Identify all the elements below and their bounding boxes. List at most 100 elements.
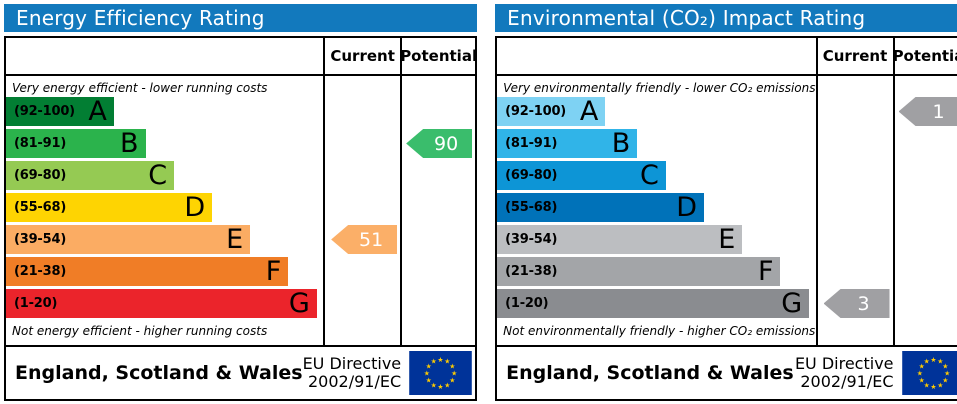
band-letter: B	[611, 128, 631, 159]
band-row: (39-54) E	[497, 225, 815, 254]
band-range-label: (69-80)	[505, 168, 558, 183]
rating-band-g: (1-20) G	[6, 289, 317, 318]
rating-band-a: (92-100) A	[497, 96, 606, 127]
band-letter: E	[226, 224, 244, 255]
band-row: (81-91) B	[6, 129, 323, 158]
rating-band-f: (21-38) F	[6, 256, 289, 287]
band-range-label: (92-100)	[505, 104, 567, 119]
top-caption: Very energy efficient - lower running co…	[12, 81, 268, 95]
region-label: England, Scotland & Wales	[15, 362, 303, 384]
panel-title-energy: Energy Efficiency Rating	[4, 4, 478, 32]
band-letter: G	[288, 288, 310, 319]
svg-text:★: ★	[923, 358, 929, 366]
band-letter: A	[579, 96, 599, 127]
empty-header-cell	[497, 38, 818, 74]
band-row: (1-20) G	[497, 289, 815, 318]
band-letter: B	[120, 128, 139, 159]
rating-band-a: (92-100) A	[6, 97, 114, 126]
band-row: (55-68) D	[6, 193, 323, 222]
svg-text:★: ★	[930, 356, 936, 364]
bottom-caption: Not environmentally friendly - higher CO…	[503, 324, 816, 338]
eu-directive-label: EU Directive 2002/91/EC	[302, 353, 402, 391]
svg-text:★: ★	[937, 381, 943, 389]
band-letter: D	[676, 192, 698, 223]
rating-scale: Very environmentally friendly - lower CO…	[497, 76, 818, 345]
band-row: (21-38) F	[6, 257, 323, 286]
band-range-label: (39-54)	[14, 232, 67, 247]
svg-text:★: ★	[431, 381, 437, 389]
current-column-header: Current	[325, 38, 403, 74]
svg-text:★: ★	[916, 369, 922, 377]
current-rating-arrow: 51	[331, 225, 398, 254]
top-caption: Very environmentally friendly - lower CO…	[503, 81, 816, 95]
potential-rating-arrow: 90	[406, 129, 473, 158]
band-row: (81-91) B	[497, 129, 815, 158]
rating-band-g: (1-20) G	[497, 288, 810, 319]
band-range-label: (1-20)	[505, 296, 549, 311]
svg-text:★: ★	[449, 376, 455, 384]
band-letter: C	[640, 160, 659, 191]
band-row: (92-100) A	[497, 97, 815, 126]
eu-directive-label: EU Directive 2002/91/EC	[794, 353, 894, 391]
empty-header-cell	[6, 38, 326, 74]
rating-band-e: (39-54) E	[6, 224, 251, 255]
rating-band-c: (69-80) C	[497, 161, 666, 190]
potential-column-header: Potential	[400, 47, 478, 65]
chart-body: Very environmentally friendly - lower CO…	[497, 76, 957, 345]
band-letter: D	[184, 192, 206, 223]
column-header-row: Current Potential	[497, 38, 957, 76]
svg-text:★: ★	[930, 383, 936, 391]
svg-text:★: ★	[918, 376, 924, 384]
current-column-header: Current	[818, 38, 895, 74]
band-row: (1-20) G	[6, 289, 323, 318]
band-letter: F	[265, 256, 282, 287]
band-letter: G	[781, 288, 803, 319]
potential-column: 1	[895, 76, 957, 345]
environmental-rating-table: Current Potential Very environmentally f…	[495, 36, 957, 401]
svg-text:★: ★	[942, 363, 948, 371]
band-range-label: (81-91)	[14, 136, 67, 151]
svg-text:★: ★	[923, 381, 929, 389]
band-range-label: (1-20)	[14, 296, 58, 311]
svg-text:★: ★	[451, 369, 457, 377]
rating-band-e: (39-54) E	[497, 225, 743, 254]
eu-flag-icon: ★ ★★ ★★★ ★★★ ★★★	[409, 351, 472, 395]
band-row: (69-80) C	[497, 161, 815, 190]
band-range-label: (39-54)	[505, 232, 558, 247]
rating-band-c: (69-80) C	[6, 160, 175, 191]
potential-column-header: Potential	[892, 47, 957, 65]
svg-text:★: ★	[449, 363, 455, 371]
current-rating-arrow: 3	[823, 289, 890, 318]
band-row: (21-38) F	[497, 257, 815, 286]
column-header-row: Current Potential	[6, 38, 478, 76]
svg-text:★: ★	[438, 356, 444, 364]
svg-text:★: ★	[424, 369, 430, 377]
chart-body: Very energy efficient - lower running co…	[6, 76, 475, 345]
panel-title-environmental: Environmental (CO₂) Impact Rating	[495, 4, 957, 32]
band-letter: C	[148, 160, 168, 191]
svg-text:★: ★	[944, 369, 950, 377]
band-letter: F	[757, 256, 774, 287]
potential-rating-arrow: 1	[898, 97, 957, 126]
potential-column: 90	[402, 76, 475, 345]
rating-band-b: (81-91) B	[497, 128, 638, 159]
band-row: (55-68) D	[497, 193, 815, 222]
rating-band-d: (55-68) D	[6, 192, 213, 223]
rating-band-b: (81-91) B	[6, 129, 146, 158]
svg-text:★: ★	[918, 363, 924, 371]
rating-band-f: (21-38) F	[497, 256, 781, 287]
current-column: 51	[325, 76, 403, 345]
rating-band-d: (55-68) D	[497, 192, 705, 223]
energy-efficiency-panel: Energy Efficiency Rating Current Potenti…	[4, 4, 478, 401]
panel-footer: England, Scotland & Wales EU Directive 2…	[497, 345, 957, 399]
svg-text:★: ★	[426, 376, 432, 384]
panel-footer: England, Scotland & Wales EU Directive 2…	[6, 345, 476, 399]
svg-text:★: ★	[444, 381, 450, 389]
band-row: (39-54) E	[6, 225, 323, 254]
environmental-impact-panel: Environmental (CO₂) Impact Rating Curren…	[495, 4, 957, 401]
svg-text:★: ★	[438, 383, 444, 391]
svg-text:★: ★	[431, 358, 437, 366]
band-letter: A	[88, 96, 107, 127]
region-label: England, Scotland & Wales	[506, 362, 794, 384]
